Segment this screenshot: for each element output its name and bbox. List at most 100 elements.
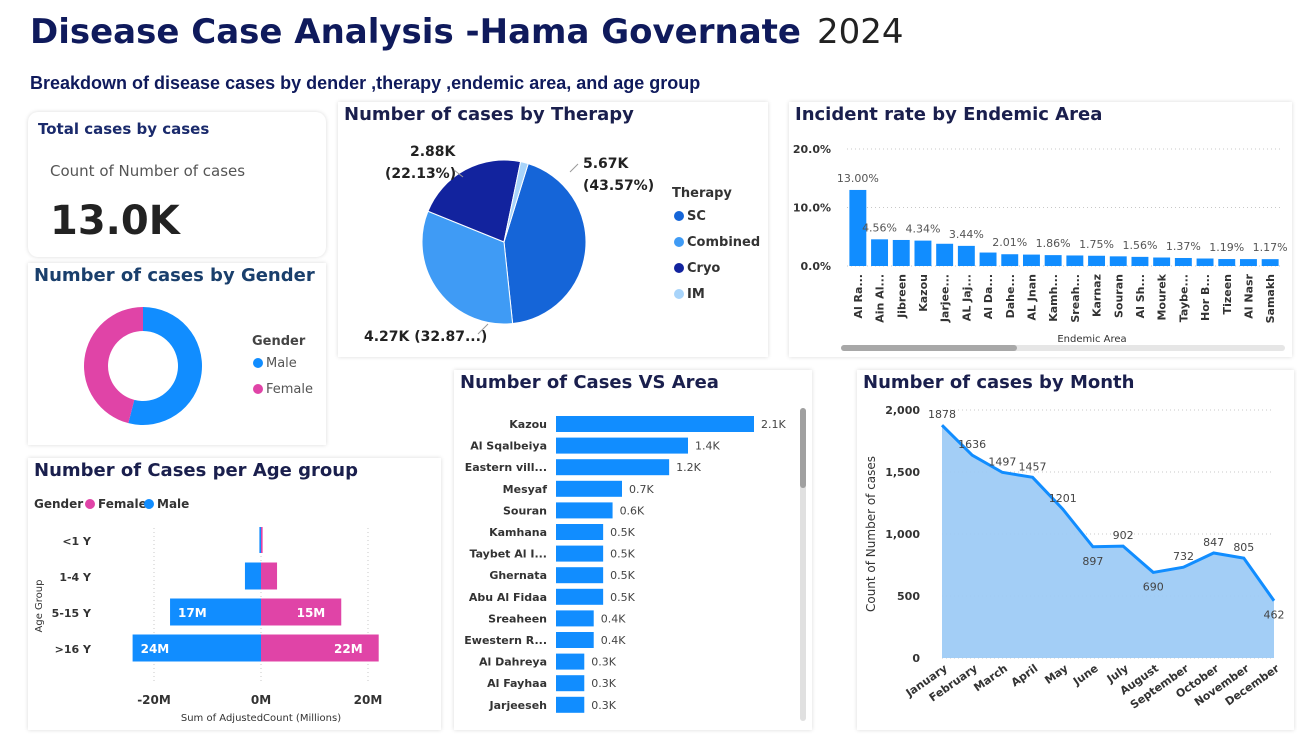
area-bar[interactable] <box>556 459 670 476</box>
y-axis-title: Age Group <box>34 580 45 633</box>
endemic-bar[interactable] <box>871 239 889 266</box>
age-chart-title: Number of Cases per Age group <box>34 460 358 481</box>
pie-slice-cryo[interactable] <box>427 159 522 243</box>
kpi-card[interactable]: Total cases by cases Count of Number of … <box>28 112 326 257</box>
area-fill <box>942 425 1274 658</box>
endemic-bar[interactable] <box>914 240 932 266</box>
legend-item-im[interactable]: IM <box>687 287 705 302</box>
pie-slice-im[interactable] <box>503 161 529 243</box>
endemic-bar[interactable] <box>1109 256 1127 266</box>
therapy-pie-chart[interactable]: 5.67K (43.57%) 4.27K (32.87...) 2.88K (22.13… <box>338 102 768 357</box>
male-bar[interactable] <box>259 527 261 553</box>
area-bar[interactable] <box>556 524 604 540</box>
area-bar[interactable] <box>556 480 622 497</box>
legend-item-male[interactable]: Male <box>157 497 189 511</box>
donut-slice-male[interactable] <box>128 307 202 425</box>
legend-item-male[interactable]: Male <box>266 356 297 371</box>
male-bar[interactable] <box>132 634 261 662</box>
area-line <box>940 424 1276 602</box>
month-area-chart[interactable]: 0 500 1,000 1,500 2,000 Count of Number of ca… <box>857 370 1294 730</box>
endemic-bar[interactable] <box>957 245 975 266</box>
bar-data-label: 1.75% <box>1079 238 1114 251</box>
legend-marker-female <box>253 384 263 394</box>
age-card[interactable]: Number of Cases per Age group Gender Fema… <box>28 458 441 730</box>
x-tick-label: Karnaz <box>1091 274 1104 317</box>
bar-data-label: 0.7K <box>629 483 654 496</box>
endemic-bar-chart[interactable]: 0.0% 10.0% 20.0% 13.00% Al Ra... 4.56% Ain Al.… <box>789 102 1292 357</box>
y-tick-label: 2,000 <box>885 404 920 417</box>
gender-chart-title: Number of cases by Gender <box>34 265 315 286</box>
endemic-bar[interactable] <box>1066 255 1084 266</box>
endemic-bar[interactable] <box>936 243 954 266</box>
point-data-label: 1497 <box>988 455 1016 468</box>
endemic-bar[interactable] <box>979 252 997 266</box>
age-butterfly-chart[interactable]: Gender Female Male -20M 0M 20M Sum of Adjusted… <box>28 458 441 730</box>
endemic-bar[interactable] <box>1261 259 1279 266</box>
area-bar[interactable] <box>556 632 594 648</box>
endemic-card[interactable]: Incident rate by Endemic Area 0.0% 10.0% 2… <box>789 102 1292 357</box>
legend-item-cryo[interactable]: Cryo <box>687 261 720 276</box>
female-bar[interactable] <box>261 527 263 553</box>
y-axis-title: Count of Number of cases <box>864 456 878 612</box>
area-bar[interactable] <box>556 416 754 432</box>
endemic-bar[interactable] <box>1174 257 1192 266</box>
bar-data-label: 2.01% <box>992 236 1027 249</box>
x-tick-label: Jibreen <box>895 274 908 319</box>
pie-label-sc: 5.67K <box>583 156 630 172</box>
endemic-bar[interactable] <box>1218 259 1236 266</box>
area-bar[interactable] <box>556 545 604 562</box>
area-bar[interactable] <box>556 675 585 692</box>
area-bar[interactable] <box>556 437 688 454</box>
donut-slice-female[interactable] <box>83 307 143 424</box>
month-card[interactable]: Number of cases by Month 0 500 1,000 1,500 2… <box>857 370 1294 730</box>
bar-data-label: 0.5K <box>610 526 635 539</box>
therapy-card[interactable]: Number of cases by Therapy 5.67K (43.57%)… <box>338 102 768 357</box>
female-bar[interactable] <box>261 562 278 590</box>
pie-slice-combined[interactable] <box>421 210 514 325</box>
area-bar[interactable] <box>556 588 604 605</box>
endemic-bar[interactable] <box>1153 257 1171 266</box>
male-bar[interactable] <box>244 562 261 590</box>
endemic-bar[interactable] <box>892 239 910 266</box>
gender-card[interactable]: Number of cases by Gender Gender Male Fema… <box>28 263 326 445</box>
kpi-value: 13.0K <box>50 198 180 244</box>
area-bar[interactable] <box>556 567 604 584</box>
legend-item-female[interactable]: Female <box>266 382 313 397</box>
legend-item-female[interactable]: Female <box>98 497 147 511</box>
endemic-bar[interactable] <box>1131 256 1149 266</box>
bar-data-label: 17M <box>178 606 207 620</box>
endemic-bar[interactable] <box>1001 254 1019 266</box>
leader-line <box>569 163 579 173</box>
endemic-bar[interactable] <box>849 189 867 266</box>
leader-line <box>453 169 464 178</box>
bar-data-label: 2.1K <box>761 418 786 431</box>
female-bar[interactable] <box>261 598 342 626</box>
pie-label-combined: 4.27K (32.87...) <box>364 329 487 345</box>
gender-donut-chart[interactable]: Gender Male Female <box>28 263 326 445</box>
endemic-bar[interactable] <box>1022 254 1040 266</box>
area-hbar-chart[interactable]: Kazou 2.1K Al Sqalbeiya 1.4K Eastern vill...… <box>454 370 812 730</box>
area-bar[interactable] <box>556 653 585 670</box>
area-scrollbar[interactable] <box>800 408 806 721</box>
endemic-scroll-thumb[interactable] <box>841 345 1017 351</box>
legend-item-sc[interactable]: SC <box>687 209 706 224</box>
endemic-bar[interactable] <box>1196 258 1214 266</box>
area-card[interactable]: Number of Cases VS Area Kazou 2.1K Al Sqal… <box>454 370 812 730</box>
endemic-bar[interactable] <box>1088 255 1106 266</box>
endemic-bar[interactable] <box>1044 255 1062 266</box>
male-bar[interactable] <box>170 598 261 626</box>
x-tick-label: Mourek <box>1156 273 1169 320</box>
area-bar[interactable] <box>556 696 585 713</box>
area-scroll-thumb[interactable] <box>800 408 806 488</box>
legend-item-combined[interactable]: Combined <box>687 235 760 250</box>
endemic-scrollbar[interactable] <box>841 345 1285 351</box>
area-bar[interactable] <box>556 502 613 519</box>
female-bar[interactable] <box>261 634 379 662</box>
area-bar[interactable] <box>556 610 594 627</box>
endemic-bar[interactable] <box>1239 259 1257 266</box>
bar-data-label: 4.56% <box>862 221 897 234</box>
pie-slice-sc[interactable] <box>503 163 587 325</box>
point-data-label: 805 <box>1233 541 1254 554</box>
age-legend-title: Gender <box>34 497 83 511</box>
dashboard-subtitle: Breakdown of disease cases by dender ,th… <box>30 73 701 93</box>
